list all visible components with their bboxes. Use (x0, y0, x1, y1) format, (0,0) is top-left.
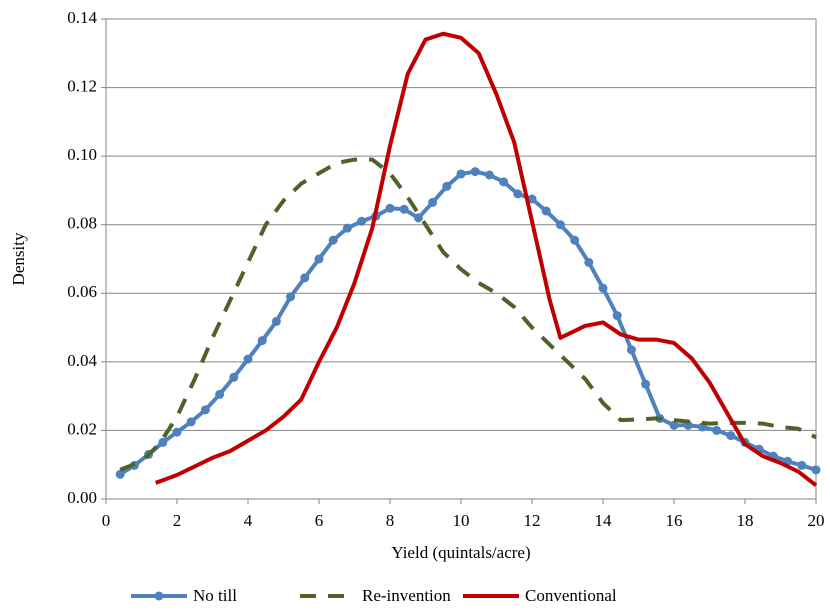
point-marker (811, 465, 821, 475)
point-marker (555, 220, 565, 230)
point-marker (200, 405, 210, 415)
legend-label: Re-invention (362, 586, 451, 605)
y-tick-label: 0.00 (67, 488, 97, 507)
x-tick-label: 8 (386, 511, 395, 530)
x-tick-label: 14 (595, 511, 613, 530)
y-tick-label: 0.04 (67, 351, 97, 370)
x-tick-label: 20 (808, 511, 825, 530)
x-tick-label: 16 (666, 511, 683, 530)
point-marker (328, 235, 338, 245)
point-marker (669, 420, 679, 430)
point-marker (115, 469, 125, 479)
point-marker (428, 197, 438, 207)
point-marker (527, 194, 537, 204)
point-marker (442, 181, 452, 191)
point-marker (229, 372, 239, 382)
point-marker (413, 213, 423, 223)
legend-label: Conventional (525, 586, 617, 605)
x-tick-label: 6 (315, 511, 324, 530)
legend-marker (154, 591, 164, 601)
point-marker (342, 223, 352, 233)
point-marker (499, 177, 509, 187)
x-tick-label: 18 (737, 511, 754, 530)
point-marker (584, 257, 594, 267)
point-marker (399, 204, 409, 214)
point-marker (271, 316, 281, 326)
point-marker (286, 292, 296, 302)
point-marker (470, 167, 480, 177)
point-marker (186, 417, 196, 427)
point-marker (456, 169, 466, 179)
y-tick-label: 0.12 (67, 76, 97, 95)
point-marker (215, 389, 225, 399)
point-marker (172, 427, 182, 437)
point-marker (626, 345, 636, 355)
point-marker (726, 431, 736, 441)
x-tick-label: 12 (524, 511, 541, 530)
point-marker (484, 170, 494, 180)
point-marker (598, 283, 608, 293)
y-axis-label: Density (9, 232, 28, 285)
x-tick-label: 4 (244, 511, 253, 530)
point-marker (314, 254, 324, 264)
point-marker (541, 206, 551, 216)
y-tick-label: 0.14 (67, 8, 97, 27)
point-marker (300, 273, 310, 283)
legend-label: No till (193, 586, 237, 605)
point-marker (513, 189, 523, 199)
series-line (155, 31, 818, 487)
point-marker (243, 354, 253, 364)
y-tick-label: 0.10 (67, 145, 97, 164)
series-line (119, 157, 817, 472)
point-marker (257, 336, 267, 346)
point-marker (797, 460, 807, 470)
point-marker (158, 437, 168, 447)
point-marker (385, 203, 395, 213)
point-marker (641, 379, 651, 389)
x-tick-label: 0 (102, 511, 111, 530)
y-tick-label: 0.02 (67, 419, 97, 438)
x-tick-label: 10 (453, 511, 470, 530)
y-tick-label: 0.08 (67, 214, 97, 233)
plot-frame (105, 18, 817, 500)
x-axis-label: Yield (quintals/acre) (391, 543, 530, 562)
point-marker (612, 311, 622, 321)
point-marker (570, 235, 580, 245)
y-tick-label: 0.06 (67, 282, 97, 301)
x-tick-label: 2 (173, 511, 182, 530)
series-line (119, 169, 817, 477)
point-marker (712, 425, 722, 435)
point-marker (357, 216, 367, 226)
